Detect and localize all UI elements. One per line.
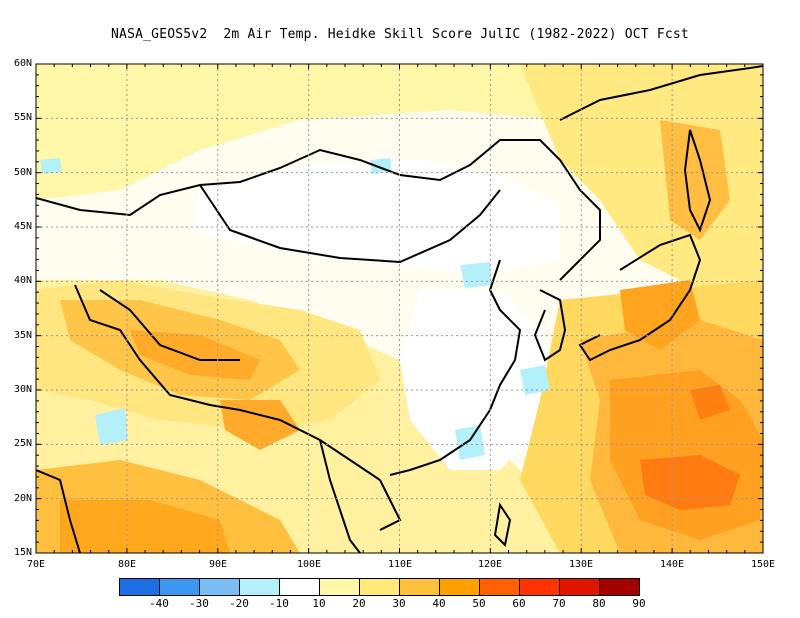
colorbar-swatch <box>560 579 600 595</box>
colorbar-label: -10 <box>269 597 289 610</box>
score-region-40-50-indochina <box>220 400 300 450</box>
lat-label: 60N <box>13 58 32 69</box>
lat-label: 15N <box>13 547 32 558</box>
colorbar-label: 10 <box>312 597 326 610</box>
lon-label: 80E <box>117 559 137 570</box>
colorbar-swatch <box>120 579 160 595</box>
lat-label: 55N <box>13 112 32 123</box>
colorbar-label: 80 <box>592 597 606 610</box>
sakhalin-coast <box>683 129 712 233</box>
colorbar-swatch <box>280 579 320 595</box>
colorbar-swatch <box>200 579 240 595</box>
colorbar-swatch <box>480 579 520 595</box>
score-region-20-30-east <box>520 64 763 300</box>
colorbar-label: 60 <box>512 597 526 610</box>
score-region-40-50-himalaya <box>130 330 260 380</box>
mongolia-china-border <box>199 184 501 264</box>
score-region-50-60-pacific <box>640 455 740 510</box>
score-region-minus-10-taiwan-strait <box>520 365 550 395</box>
lon-label: 100E <box>296 559 322 570</box>
lon-label: 110E <box>387 559 413 570</box>
grid-lines <box>36 64 763 553</box>
colorbar-label: 20 <box>352 597 366 610</box>
colorbar-swatch <box>520 579 560 595</box>
colorbar-swatch <box>320 579 360 595</box>
chart-title: NASA_GEOS5v2 2m Air Temp. Heidke Skill S… <box>111 27 689 42</box>
lat-label: 30N <box>13 384 32 395</box>
south-china-coast <box>379 479 402 531</box>
axis-ticks <box>35 63 764 554</box>
lon-label: 70E <box>26 559 46 570</box>
japan-coast <box>578 233 702 362</box>
score-region-minus-10-north-china <box>460 262 492 288</box>
skill-score-fill <box>36 64 763 553</box>
lon-label: 140E <box>659 559 685 570</box>
lat-label: 40N <box>13 275 32 286</box>
colorbar-swatch <box>360 579 400 595</box>
lon-label: 120E <box>477 559 503 570</box>
score-region-minus-10-east-china <box>455 425 485 460</box>
colorbar-swatch <box>160 579 200 595</box>
lat-label: 35N <box>13 330 32 341</box>
lat-label: 45N <box>13 221 32 232</box>
colorbar-label: 40 <box>432 597 446 610</box>
lon-label: 90E <box>208 559 228 570</box>
colorbar-swatch <box>240 579 280 595</box>
colorbar-swatch <box>600 579 639 595</box>
colorbar-label: 90 <box>632 597 646 610</box>
india-coast <box>36 469 81 553</box>
lon-label: 130E <box>568 559 594 570</box>
northeast-asia-coast <box>559 65 763 121</box>
score-region-minus-10-central-asia <box>40 158 62 174</box>
lat-label: 50N <box>13 167 32 178</box>
northern-border <box>36 139 601 281</box>
colorbar-label: 70 <box>552 597 566 610</box>
score-region-40-50-japan <box>620 280 700 350</box>
taiwan-coast <box>493 502 512 548</box>
indochina-coast <box>319 439 361 553</box>
score-region-50-60-east <box>690 385 730 420</box>
coastlines-and-borders <box>36 65 763 553</box>
colorbar-label: 30 <box>392 597 406 610</box>
score-region-near-zero-mongolia <box>190 160 560 275</box>
lon-label: 150E <box>750 559 776 570</box>
colorbar-swatch <box>440 579 480 595</box>
score-region-30-40-sakhalin <box>660 120 730 240</box>
lat-label: 25N <box>13 438 32 449</box>
china-east-coast <box>389 259 522 476</box>
colorbar-swatch <box>400 579 440 595</box>
colorbar-label: -40 <box>149 597 169 610</box>
china-western-border <box>74 284 381 481</box>
himalaya-border <box>99 289 240 361</box>
colorbar-label: 50 <box>472 597 486 610</box>
korean-peninsula <box>533 289 567 362</box>
lat-label: 20N <box>13 493 32 504</box>
score-region-40-50-bengal <box>60 500 230 553</box>
colorbar-label: -30 <box>189 597 209 610</box>
colorbar-label: -20 <box>229 597 249 610</box>
score-region-minus-10-india <box>95 408 128 445</box>
colorbar <box>119 578 640 596</box>
